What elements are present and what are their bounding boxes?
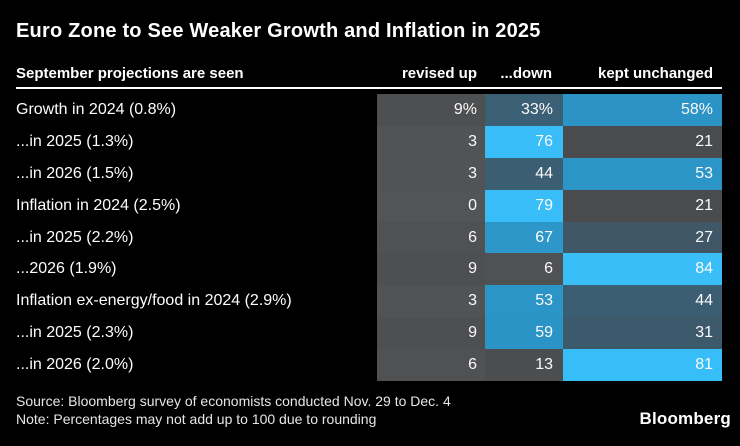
row-label: Inflation in 2024 (2.5%) bbox=[16, 196, 181, 214]
bloomberg-logo: Bloomberg bbox=[639, 409, 731, 428]
cell-revised-up: 9 bbox=[377, 253, 485, 286]
row-label-header: September projections are seen bbox=[16, 65, 244, 82]
source-line: Source: Bloomberg survey of economists c… bbox=[16, 393, 451, 409]
cell-kept-unchanged: 27 bbox=[563, 221, 722, 254]
row-label: ...in 2026 (1.5%) bbox=[16, 164, 134, 182]
row-label: ...in 2025 (1.3%) bbox=[16, 132, 134, 150]
column-header-row: September projections are seen revised u… bbox=[0, 62, 740, 84]
cell-revised-up: 6 bbox=[377, 221, 485, 254]
table-row: Inflation ex-energy/food in 2024 (2.9%) … bbox=[0, 285, 740, 318]
cell-revised-up: 3 bbox=[377, 125, 485, 158]
cell-kept-unchanged: 84 bbox=[563, 253, 722, 286]
table-row: ...in 2026 (2.0%) 6 13 81 bbox=[0, 349, 740, 382]
cell-down: 53 bbox=[485, 285, 563, 318]
cell-down: 13 bbox=[485, 349, 563, 382]
column-header-revised-up: revised up bbox=[401, 65, 477, 82]
cell-revised-up: 6 bbox=[377, 349, 485, 382]
heatmap-table: Growth in 2024 (0.8%) 9% 33% 58% ...in 2… bbox=[0, 94, 740, 382]
cell-kept-unchanged: 44 bbox=[563, 285, 722, 318]
header-separator-line bbox=[16, 87, 722, 89]
row-label: Inflation ex-energy/food in 2024 (2.9%) bbox=[16, 292, 292, 310]
table-row: ...in 2026 (1.5%) 3 44 53 bbox=[0, 157, 740, 190]
cell-kept-unchanged: 21 bbox=[563, 189, 722, 222]
column-header-down: ...down bbox=[500, 65, 552, 82]
table-row: ...in 2025 (1.3%) 3 76 21 bbox=[0, 125, 740, 158]
row-label: ...in 2025 (2.3%) bbox=[16, 324, 134, 342]
chart-footnotes: Source: Bloomberg survey of economists c… bbox=[16, 392, 451, 428]
cell-revised-up: 3 bbox=[377, 285, 485, 318]
cell-down: 6 bbox=[485, 253, 563, 286]
cell-kept-unchanged: 31 bbox=[563, 317, 722, 350]
table-row: ...in 2025 (2.3%) 9 59 31 bbox=[0, 317, 740, 350]
cell-down: 59 bbox=[485, 317, 563, 350]
note-line: Note: Percentages may not add up to 100 … bbox=[16, 411, 377, 427]
table-row: ...in 2025 (2.2%) 6 67 27 bbox=[0, 221, 740, 254]
table-row: Inflation in 2024 (2.5%) 0 79 21 bbox=[0, 189, 740, 222]
cell-revised-up: 9% bbox=[377, 94, 485, 126]
cell-kept-unchanged: 53 bbox=[563, 157, 722, 190]
column-header-kept-unchanged: kept unchanged bbox=[597, 65, 713, 82]
table-row: ...2026 (1.9%) 9 6 84 bbox=[0, 253, 740, 286]
cell-down: 33% bbox=[485, 94, 563, 126]
row-label: ...in 2026 (2.0%) bbox=[16, 356, 134, 374]
cell-kept-unchanged: 21 bbox=[563, 125, 722, 158]
cell-revised-up: 3 bbox=[377, 157, 485, 190]
cell-down: 44 bbox=[485, 157, 563, 190]
cell-down: 76 bbox=[485, 125, 563, 158]
cell-down: 67 bbox=[485, 221, 563, 254]
row-label: Growth in 2024 (0.8%) bbox=[16, 100, 177, 118]
cell-revised-up: 0 bbox=[377, 189, 485, 222]
cell-down: 79 bbox=[485, 189, 563, 222]
row-label: ...in 2025 (2.2%) bbox=[16, 228, 134, 246]
table-row: Growth in 2024 (0.8%) 9% 33% 58% bbox=[0, 94, 740, 126]
row-label: ...2026 (1.9%) bbox=[16, 260, 117, 278]
cell-kept-unchanged: 58% bbox=[563, 94, 722, 126]
cell-kept-unchanged: 81 bbox=[563, 349, 722, 382]
cell-revised-up: 9 bbox=[377, 317, 485, 350]
chart-title: Euro Zone to See Weaker Growth and Infla… bbox=[16, 20, 541, 42]
